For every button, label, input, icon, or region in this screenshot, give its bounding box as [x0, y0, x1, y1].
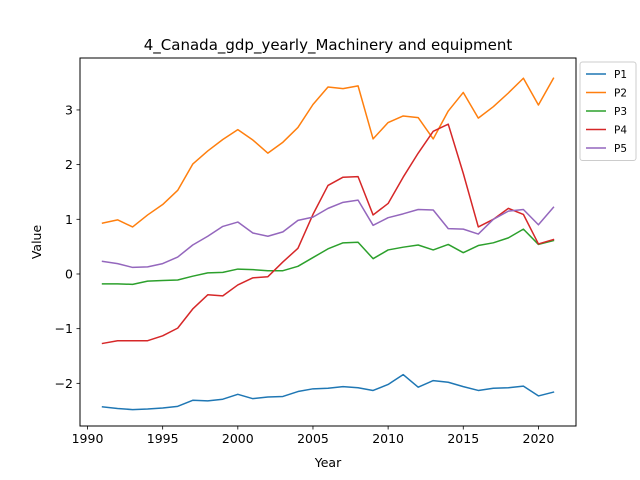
x-tick-label: 2000 [222, 431, 254, 446]
legend-label-p5: P5 [614, 143, 627, 155]
legend-label-p2: P2 [614, 88, 627, 100]
y-tick-label: 2 [65, 157, 73, 172]
x-tick-label: 2005 [297, 431, 329, 446]
legend-label-p3: P3 [614, 106, 627, 118]
series-line-p4 [101, 123, 555, 345]
legend-label-p1: P1 [614, 69, 627, 81]
legend-box [579, 61, 637, 161]
x-axis: 1990 1995 2000 2005 2010 2015 2020 [72, 426, 555, 446]
y-tick-label: 0 [65, 266, 73, 281]
x-tick-label: 2020 [523, 431, 555, 446]
chart-title: 4_Canada_gdp_yearly_Machinery and equipm… [144, 36, 513, 55]
series-line-p3 [101, 228, 555, 286]
plot-lines [101, 77, 555, 411]
y-axis: −2 −1 0 1 2 3 [55, 102, 80, 391]
y-tick-label: −1 [55, 321, 73, 336]
x-tick-label: 2015 [447, 431, 479, 446]
series-line-p5 [101, 199, 555, 269]
y-tick-label: 1 [65, 212, 73, 227]
x-axis-title: Year [314, 455, 342, 470]
series-line-p2 [101, 77, 555, 228]
legend: P1 P2 P3 P4 P5 [579, 61, 637, 161]
y-tick-label: 3 [65, 102, 73, 117]
plot-frame [79, 57, 577, 427]
legend-label-p4: P4 [614, 125, 627, 137]
x-tick-label: 1995 [147, 431, 179, 446]
x-tick-label: 1990 [72, 431, 104, 446]
y-axis-title: Value [29, 225, 44, 260]
series-line-p1 [101, 373, 555, 411]
y-tick-label: −2 [55, 376, 73, 391]
x-tick-label: 2010 [372, 431, 404, 446]
